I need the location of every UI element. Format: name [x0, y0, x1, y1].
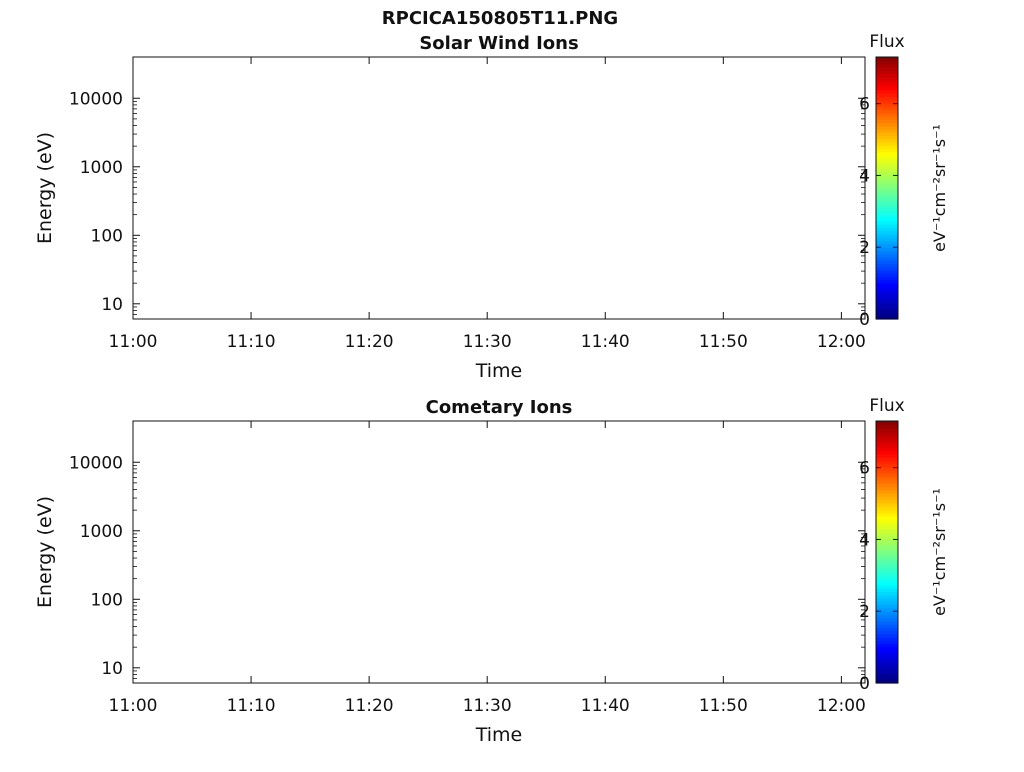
- plot-area: [133, 57, 865, 319]
- figure-title: RPCICA150805T11.PNG: [382, 8, 618, 29]
- panel-title: Solar Wind Ions: [419, 33, 578, 54]
